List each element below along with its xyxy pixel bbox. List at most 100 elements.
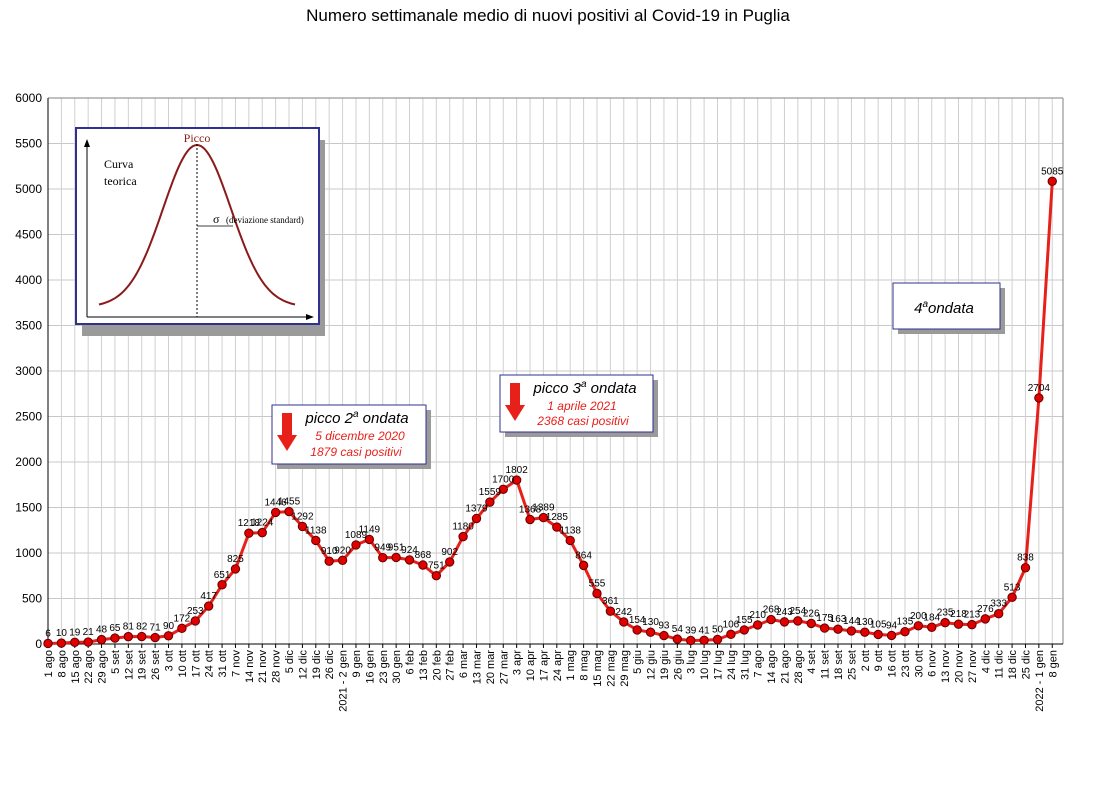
x-tick-label: 8 gen: [1047, 650, 1059, 678]
annotation-wave-4-box: [892, 282, 1001, 330]
x-tick-label: 30 ott: [913, 650, 925, 678]
data-point: [163, 631, 174, 641]
data-label: 218: [950, 609, 967, 620]
data-point: [672, 634, 683, 644]
data-label: 144: [843, 616, 860, 627]
data-label: 90: [163, 621, 175, 632]
data-point: [270, 507, 281, 518]
series-line: [47, 181, 1054, 645]
data-point: [458, 531, 468, 542]
x-tick-label: 29 ago: [97, 650, 109, 684]
x-tick-label: 5 set: [110, 650, 122, 674]
x-tick-label: 16 ott: [887, 650, 899, 678]
axes: 0 500 1000 1500 2000 2500 3000 3500 4000 4500 5000…: [15, 91, 1064, 712]
annotation-title: 4aondata: [914, 299, 974, 317]
data-point: [217, 580, 227, 590]
data-point: [592, 588, 602, 599]
data-point: [351, 540, 361, 550]
data-label: 242: [615, 607, 632, 618]
x-tick-label: 4 set: [806, 650, 818, 674]
inset-peak-label: Picco: [184, 131, 211, 145]
x-tick-label: 9 ott: [873, 650, 885, 671]
x-tick-label: 27 feb: [445, 650, 457, 681]
x-tick-label: 15 mag: [592, 650, 604, 687]
x-tick-label: 14 nov: [244, 650, 256, 684]
x-tick-label: 5 dic: [284, 650, 296, 674]
data-point: [511, 475, 522, 485]
x-tick-label: 8 mag: [579, 650, 591, 681]
y-tick-label: 6000: [15, 91, 42, 105]
x-tick-label: 12 giu: [646, 650, 658, 680]
data-label: 71: [150, 623, 162, 634]
x-tick-label: 11 dic: [994, 650, 1006, 679]
data-label: 243: [776, 607, 793, 618]
data-label: 864: [575, 550, 592, 561]
data-label: 949: [374, 543, 391, 554]
data-label: 924: [401, 545, 418, 556]
data-label: 226: [803, 608, 820, 619]
data-label: 154: [629, 615, 646, 626]
data-point: [980, 614, 990, 624]
data-point: [806, 618, 816, 629]
data-label: 6: [45, 628, 51, 639]
data-label: 54: [672, 624, 684, 635]
x-tick-label: 17 ott: [190, 650, 202, 678]
data-point: [337, 555, 348, 565]
x-tick-label: 18 dic: [1007, 650, 1019, 680]
data-label: 1292: [291, 511, 314, 522]
x-tick-label: 3 ott: [164, 650, 176, 671]
data-label: 1285: [546, 512, 569, 523]
data-label: 253: [187, 606, 204, 617]
data-label: 155: [736, 615, 753, 626]
data-label: 417: [200, 591, 217, 602]
x-tick-label: 26 giu: [672, 650, 684, 680]
data-point: [712, 634, 723, 645]
data-point: [873, 629, 883, 640]
data-label: 951: [388, 542, 405, 553]
data-point: [123, 631, 134, 642]
x-tick-label: 20 mar: [485, 650, 497, 685]
data-point: [967, 619, 977, 630]
data-point: [779, 617, 790, 627]
x-tick-label: 3 apr: [512, 650, 524, 675]
data-label: 651: [214, 570, 231, 581]
data-point: [83, 637, 93, 647]
data-point: [739, 625, 749, 635]
x-tick-label: 24 apr: [552, 650, 564, 682]
data-point: [110, 633, 120, 643]
data-point: [244, 528, 254, 538]
data-label: 172: [174, 613, 191, 624]
data-point: [927, 622, 937, 632]
x-tick-label: 23 ott: [900, 650, 912, 678]
x-tick-label: 2 ott: [860, 650, 872, 671]
data-label: 213: [964, 610, 981, 621]
data-point: [190, 616, 200, 626]
chart-title: Numero settimanale medio di nuovi positi…: [306, 6, 790, 25]
inset-gaussian-diagram: Picco Curva teorica σ (deviazione standard): [75, 127, 325, 336]
x-tick-label: 10 ott: [177, 650, 189, 678]
x-tick-label: 26 dic: [324, 650, 336, 680]
y-tick-label: 2500: [15, 410, 42, 424]
data-point: [418, 560, 428, 570]
data-label: 94: [886, 620, 898, 631]
data-point: [137, 631, 147, 642]
data-label: 163: [830, 614, 847, 625]
data-point: [686, 635, 696, 646]
data-label: 175: [816, 613, 833, 624]
x-tick-label: 13 mar: [471, 650, 483, 685]
data-point: [1007, 592, 1017, 603]
annotation-title: picco 3a ondata: [532, 379, 636, 397]
x-tick-label: 3 lug: [686, 650, 698, 674]
x-tick-label: 27 nov: [967, 650, 979, 684]
data-label: 276: [977, 604, 994, 615]
down-arrow-icon: [510, 383, 520, 407]
x-tick-label: 28 nov: [271, 650, 283, 684]
data-point: [1047, 176, 1057, 186]
data-point: [96, 634, 107, 645]
data-point: [659, 630, 669, 641]
data-label: 910: [321, 546, 338, 557]
x-tick-label: 17 apr: [538, 650, 550, 682]
data-point: [404, 555, 415, 565]
data-point: [846, 626, 857, 636]
x-tick-label: 26 set: [150, 650, 162, 680]
